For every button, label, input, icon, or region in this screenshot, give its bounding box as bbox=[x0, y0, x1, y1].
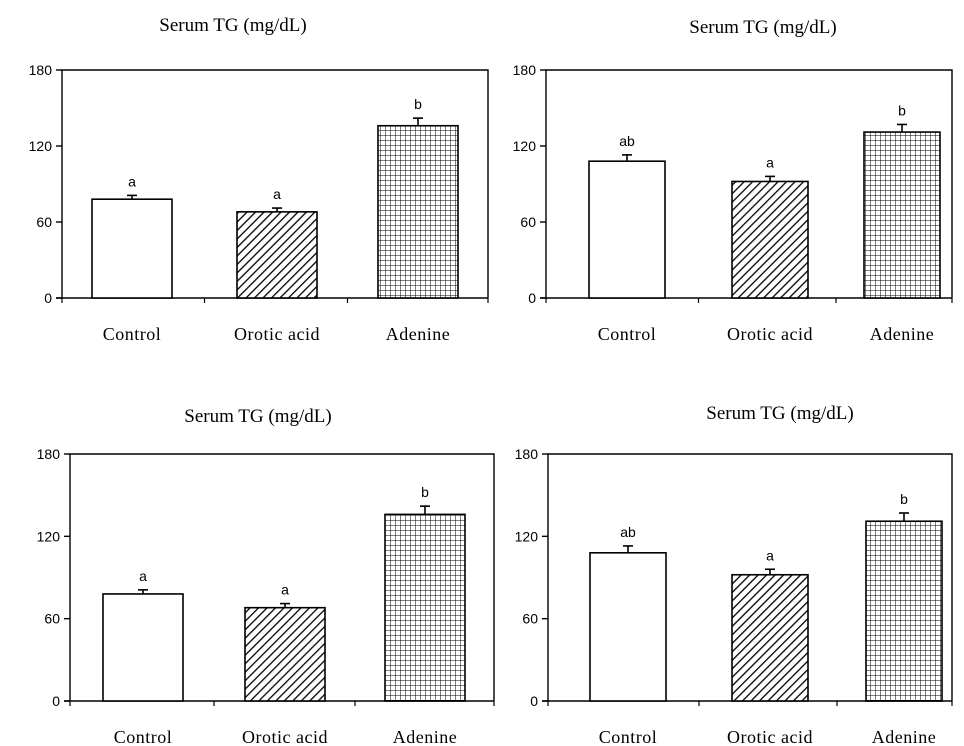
category-label: Orotic acid bbox=[727, 727, 813, 746]
significance-label: a bbox=[273, 186, 281, 202]
bar-control bbox=[102, 593, 184, 702]
y-tick-label: 0 bbox=[44, 290, 52, 306]
y-tick-label: 180 bbox=[29, 62, 53, 78]
bar-control bbox=[91, 198, 173, 299]
bar-adenine bbox=[863, 131, 941, 299]
plot-frame bbox=[69, 453, 495, 701]
category-label: Orotic acid bbox=[234, 324, 320, 344]
y-tick-label: 120 bbox=[515, 528, 539, 544]
category-label: Adenine bbox=[870, 324, 934, 344]
category-label: Adenine bbox=[872, 727, 936, 746]
bar-control bbox=[588, 160, 666, 299]
y-tick-label: 0 bbox=[52, 693, 60, 709]
significance-label: b bbox=[900, 491, 908, 507]
y-tick-label: 0 bbox=[530, 693, 538, 709]
y-tick-label: 120 bbox=[37, 528, 61, 544]
chart-1: Serum TG (mg/dL) 0 60 120 180 a Control a Orotic… bbox=[29, 15, 489, 344]
bar-adenine bbox=[377, 124, 459, 299]
bar-orotic-acid bbox=[236, 211, 318, 299]
y-tick-label: 120 bbox=[513, 138, 537, 154]
category-label: Orotic acid bbox=[242, 727, 328, 746]
category-label: Orotic acid bbox=[727, 324, 813, 344]
category-label: Control bbox=[114, 727, 173, 746]
significance-label: a bbox=[139, 568, 147, 584]
significance-label: b bbox=[898, 102, 906, 118]
plot-frame bbox=[547, 453, 953, 701]
significance-label: a bbox=[766, 154, 774, 170]
y-tick-label: 180 bbox=[513, 62, 537, 78]
bar-orotic-acid bbox=[244, 606, 326, 702]
chart-3: Serum TG (mg/dL) 0 60 120 180 a Control a Orotic… bbox=[37, 406, 495, 746]
chart-4: Serum TG (mg/dL) 0 60 120 180 ab Control a Oroti… bbox=[515, 403, 953, 746]
significance-label: a bbox=[281, 582, 289, 598]
significance-label: b bbox=[421, 484, 429, 500]
y-tick-label: 120 bbox=[29, 138, 53, 154]
bar-orotic-acid bbox=[731, 573, 809, 702]
category-label: Control bbox=[598, 324, 657, 344]
significance-label: a bbox=[128, 173, 136, 189]
y-tick-label: 60 bbox=[520, 214, 536, 230]
significance-label: b bbox=[414, 96, 422, 112]
significance-label: ab bbox=[619, 133, 635, 149]
chart-title: Serum TG (mg/dL) bbox=[689, 17, 836, 38]
chart-title: Serum TG (mg/dL) bbox=[159, 15, 306, 36]
bar-orotic-acid bbox=[731, 180, 809, 299]
y-tick-label: 0 bbox=[528, 290, 536, 306]
chart-title: Serum TG (mg/dL) bbox=[706, 403, 853, 424]
category-label: Adenine bbox=[386, 324, 450, 344]
significance-label: a bbox=[766, 547, 774, 563]
category-label: Control bbox=[103, 324, 162, 344]
y-tick-label: 60 bbox=[36, 214, 52, 230]
significance-label: ab bbox=[620, 524, 636, 540]
plot-frame bbox=[61, 69, 489, 298]
bar-adenine bbox=[865, 520, 943, 702]
bar-adenine bbox=[384, 513, 466, 702]
plot-frame bbox=[545, 69, 953, 298]
chart-title: Serum TG (mg/dL) bbox=[184, 406, 331, 427]
y-tick-label: 60 bbox=[44, 611, 60, 627]
category-label: Control bbox=[599, 727, 658, 746]
category-label: Adenine bbox=[393, 727, 457, 746]
chart-2: Serum TG (mg/dL) 0 60 120 180 ab Control a Oroti… bbox=[513, 17, 953, 344]
bar-control bbox=[589, 551, 667, 702]
y-tick-label: 180 bbox=[515, 446, 539, 462]
y-tick-label: 60 bbox=[522, 611, 538, 627]
y-tick-label: 180 bbox=[37, 446, 61, 462]
